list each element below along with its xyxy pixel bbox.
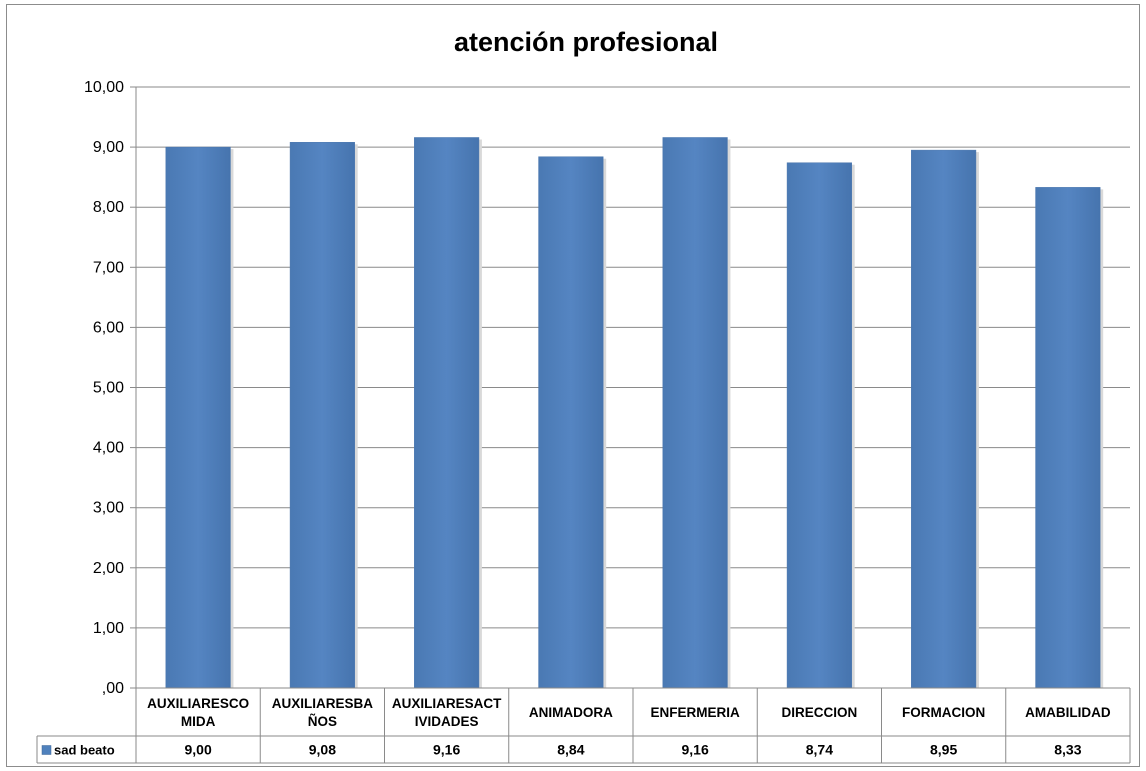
y-tick-label: ,00: [102, 680, 124, 697]
category-label: MIDA: [181, 714, 216, 729]
y-axis-tick-labels: ,00 1,00 2,00 3,00 4,00 5,00 6,00 7,00 8,00 9,00 1…: [84, 79, 124, 697]
y-tick-label: 1,00: [93, 620, 124, 637]
category-label: DIRECCION: [781, 705, 857, 720]
gridlines: [130, 87, 1130, 688]
legend-key: [42, 746, 51, 755]
bar: [911, 150, 976, 688]
bar: [663, 137, 728, 688]
chart-title: atención profesional: [454, 27, 718, 57]
category-label: AMABILIDAD: [1025, 705, 1111, 720]
y-tick-label: 3,00: [93, 500, 124, 517]
data-table-value: 9,00: [185, 742, 212, 758]
data-table-value: 8,84: [557, 742, 584, 758]
data-table-value: 8,74: [806, 742, 833, 758]
bar: [414, 137, 479, 688]
y-tick-label: 6,00: [93, 319, 124, 336]
data-table-value: 9,16: [433, 742, 460, 758]
y-tick-label: 9,00: [93, 139, 124, 156]
y-tick-label: 10,00: [84, 79, 124, 96]
y-tick-label: 4,00: [93, 440, 124, 457]
data-table-value: 9,16: [682, 742, 709, 758]
bar: [290, 142, 355, 688]
y-tick-label: 2,00: [93, 560, 124, 577]
data-table-value: 8,33: [1054, 742, 1081, 758]
y-tick-label: 7,00: [93, 259, 124, 276]
category-label: ÑOS: [308, 714, 337, 729]
bar: [539, 157, 604, 688]
category-label: ENFERMERIA: [650, 705, 740, 720]
category-label: ANIMADORA: [529, 705, 613, 720]
category-label: AUXILIARESBA: [272, 696, 374, 711]
y-tick-label: 5,00: [93, 380, 124, 397]
y-tick-label: 8,00: [93, 199, 124, 216]
data-table-value: 8,95: [930, 742, 957, 758]
bar: [787, 163, 852, 688]
bars: [166, 137, 1103, 688]
legend-series-name: sad beato: [54, 743, 115, 758]
data-table-value: 9,08: [309, 742, 336, 758]
data-table: AUXILIARESCO MIDA AUXILIARESBA ÑOS AUXILIARE…: [37, 688, 1130, 763]
bar: [166, 147, 231, 688]
category-label: IVIDADES: [415, 714, 479, 729]
category-label: FORMACION: [902, 705, 985, 720]
category-label: AUXILIARESCO: [147, 696, 249, 711]
bar: [1036, 187, 1101, 688]
category-label: AUXILIARESACT: [392, 696, 502, 711]
